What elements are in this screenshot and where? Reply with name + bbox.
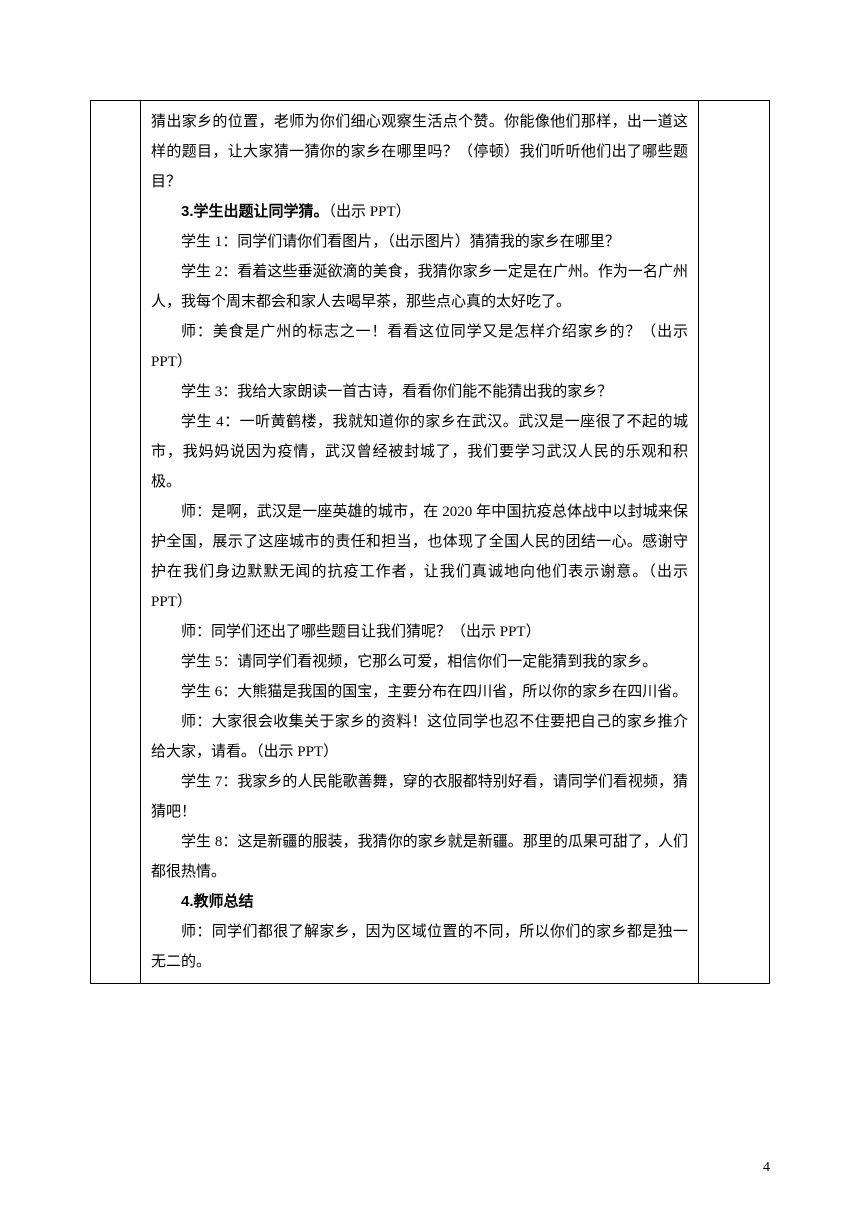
paragraph-teacher2: 师：是啊，武汉是一座英雄的城市，在 2020 年中国抗疫总体战中以封城来保护全国…: [151, 497, 688, 617]
lesson-table: 猜出家乡的位置，老师为你们细心观察生活点个赞。你能像他们那样，出一道这样的题目，…: [90, 100, 770, 984]
heading-section-3: 3.学生出题让同学猜。（出示 PPT）: [151, 197, 688, 227]
heading-4-bold: 4.教师总结: [181, 893, 254, 910]
paragraph-student4: 学生 4：一听黄鹤楼，我就知道你的家乡在武汉。武汉是一座很了不起的城市，我妈妈说…: [151, 407, 688, 497]
paragraph-student7: 学生 7：我家乡的人民能歌善舞，穿的衣服都特别好看，请同学们看视频，猜猜吧！: [151, 767, 688, 827]
heading-3-bold: 3.学生出题让同学猜。: [181, 203, 329, 220]
page-number: 4: [763, 1160, 770, 1176]
paragraph-student2: 学生 2：看着这些垂涎欲滴的美食，我猜你家乡一定是在广州。作为一名广州人，我每个…: [151, 257, 688, 317]
paragraph-teacher1: 师：美食是广州的标志之一！看看这位同学又是怎样介绍家乡的？（出示 PPT）: [151, 317, 688, 377]
paragraph-teacher4: 师：大家很会收集关于家乡的资料！这位同学也忍不住要把自己的家乡推介给大家，请看。…: [151, 707, 688, 767]
paragraph-student8: 学生 8：这是新疆的服装，我猜你的家乡就是新疆。那里的瓜果可甜了，人们都很热情。: [151, 827, 688, 887]
paragraph-student3: 学生 3：我给大家朗读一首古诗，看看你们能不能猜出我的家乡？: [151, 377, 688, 407]
cell-middle-content: 猜出家乡的位置，老师为你们细心观察生活点个赞。你能像他们那样，出一道这样的题目，…: [141, 101, 699, 983]
paragraph-student6: 学生 6：大熊猫是我国的国宝，主要分布在四川省，所以你的家乡在四川省。: [151, 677, 688, 707]
heading-3-rest: （出示 PPT）: [329, 204, 411, 220]
paragraph-student1: 学生 1：同学们请你们看图片，（出示图片）猜猜我的家乡在哪里？: [151, 227, 688, 257]
paragraph-teacher-summary: 师：同学们都很了解家乡，因为区域位置的不同，所以你们的家乡都是独一无二的。: [151, 917, 688, 977]
table-row: 猜出家乡的位置，老师为你们细心观察生活点个赞。你能像他们那样，出一道这样的题目，…: [91, 101, 769, 983]
heading-section-4: 4.教师总结: [151, 887, 688, 917]
paragraph-teacher3: 师：同学们还出了哪些题目让我们猜呢？（出示 PPT）: [151, 617, 688, 647]
cell-right-empty: [699, 101, 769, 983]
paragraph-student5: 学生 5：请同学们看视频，它那么可爱，相信你们一定能猜到我的家乡。: [151, 647, 688, 677]
paragraph-intro: 猜出家乡的位置，老师为你们细心观察生活点个赞。你能像他们那样，出一道这样的题目，…: [151, 107, 688, 197]
cell-left-empty: [91, 101, 141, 983]
